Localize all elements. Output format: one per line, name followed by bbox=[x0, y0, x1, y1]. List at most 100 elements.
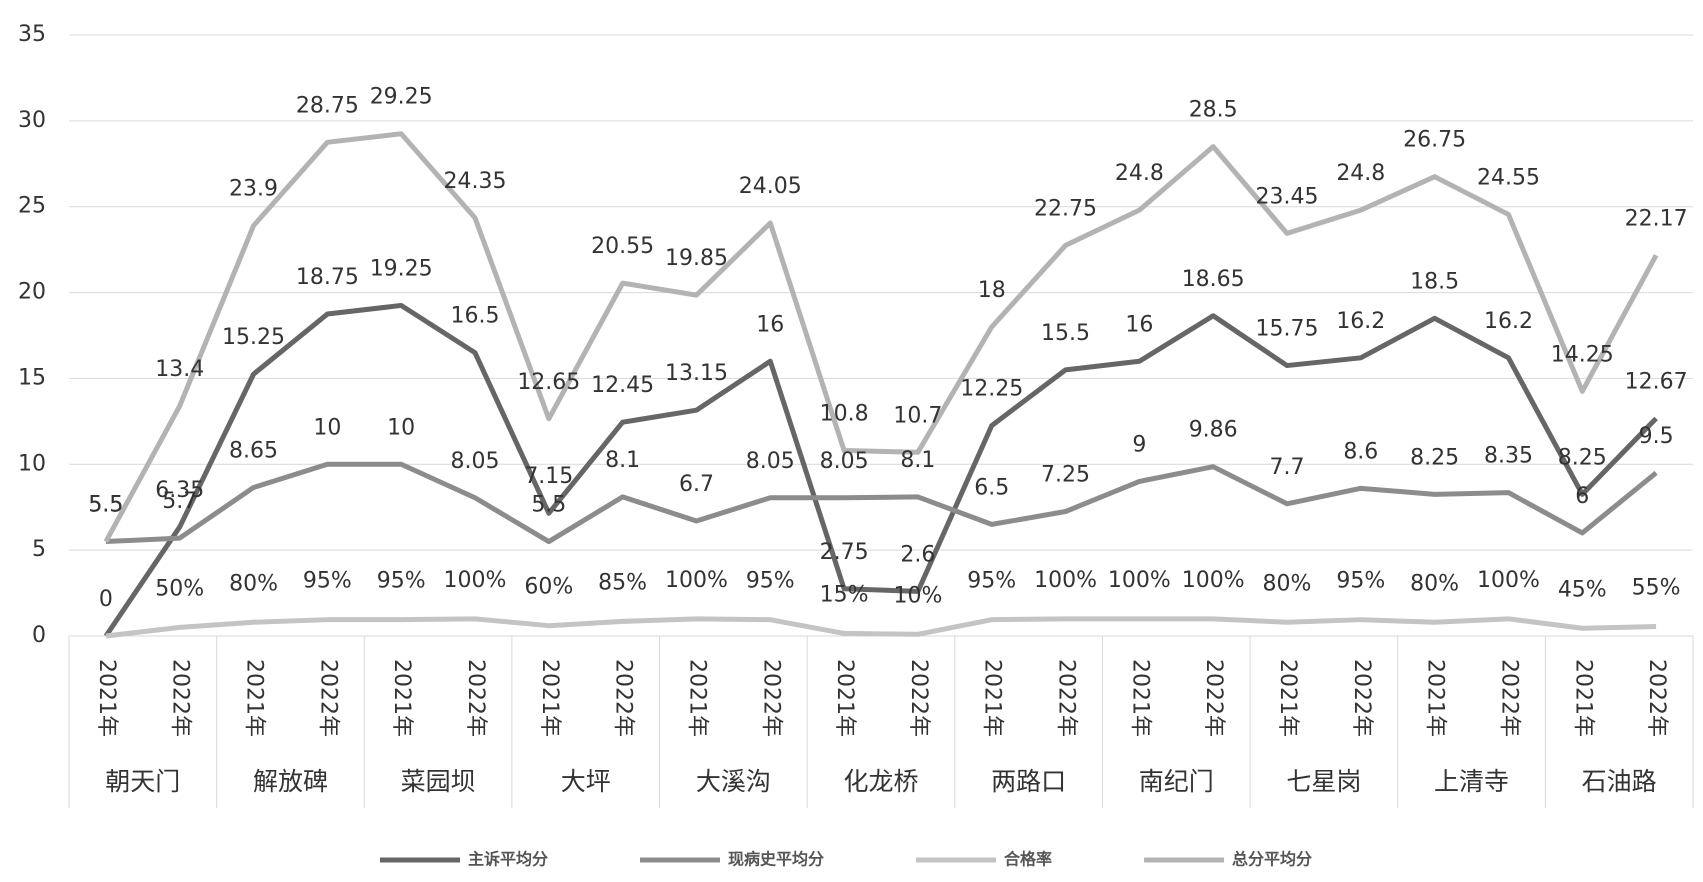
y-tick-label: 20 bbox=[18, 280, 46, 305]
x-tick-label: 2022年 bbox=[611, 659, 636, 737]
x-tick-label: 2022年 bbox=[463, 659, 488, 737]
data-label: 28.75 bbox=[296, 93, 359, 118]
data-label: 100% bbox=[444, 568, 507, 593]
y-tick-label: 25 bbox=[18, 194, 46, 219]
x-tick-label: 2022年 bbox=[1496, 659, 1521, 737]
group-label: 两路口 bbox=[991, 767, 1066, 796]
data-label: 8.05 bbox=[746, 449, 795, 474]
data-label: 6.7 bbox=[679, 472, 714, 497]
data-label: 95% bbox=[303, 569, 352, 594]
data-label: 8.05 bbox=[451, 449, 500, 474]
data-label: 24.35 bbox=[444, 169, 507, 194]
x-tick-label: 2021年 bbox=[389, 659, 414, 737]
series-line bbox=[103, 131, 1659, 543]
x-tick-label: 2021年 bbox=[684, 659, 709, 737]
data-label: 9.86 bbox=[1189, 418, 1238, 443]
data-label: 24.8 bbox=[1336, 161, 1385, 186]
data-label: 13.15 bbox=[665, 361, 728, 386]
data-label: 10 bbox=[313, 415, 341, 440]
x-tick-label: 2022年 bbox=[315, 659, 340, 737]
data-label: 24.8 bbox=[1115, 161, 1164, 186]
data-label: 100% bbox=[1034, 568, 1097, 593]
group-label: 大坪 bbox=[561, 767, 611, 796]
x-tick-label: 2021年 bbox=[537, 659, 562, 737]
data-label: 12.25 bbox=[960, 377, 1023, 402]
legend: 主诉平均分 现病史平均分 合格率 总分平均分 bbox=[380, 850, 1312, 869]
data-label: 20.55 bbox=[591, 234, 654, 259]
data-label: 6 bbox=[1575, 484, 1589, 509]
data-label: 9.5 bbox=[1639, 424, 1674, 449]
series-line bbox=[105, 616, 1657, 639]
data-label: 10 bbox=[387, 415, 415, 440]
data-label: 6.35 bbox=[155, 478, 204, 503]
data-label: 13.4 bbox=[155, 357, 204, 382]
x-tick-label: 2021年 bbox=[242, 659, 267, 737]
y-tick-label: 35 bbox=[18, 22, 46, 47]
y-tick-label: 0 bbox=[32, 623, 46, 648]
x-tick-label: 2022年 bbox=[906, 659, 931, 737]
data-label: 7.25 bbox=[1041, 463, 1090, 488]
x-tick-label: 2021年 bbox=[1275, 659, 1300, 737]
group-label: 菜园坝 bbox=[401, 767, 476, 796]
data-label: 16 bbox=[756, 312, 784, 337]
data-label: 50% bbox=[155, 576, 204, 601]
data-label: 15.25 bbox=[222, 325, 285, 350]
data-label: 80% bbox=[1410, 571, 1459, 596]
legend-label: 总分平均分 bbox=[1232, 850, 1312, 869]
data-label: 85% bbox=[598, 570, 647, 595]
data-label: 80% bbox=[1263, 571, 1312, 596]
data-label: 19.25 bbox=[370, 256, 433, 281]
data-label: 16 bbox=[1125, 312, 1153, 337]
data-label: 12.45 bbox=[591, 373, 654, 398]
x-tick-label: 2021年 bbox=[832, 659, 857, 737]
group-label: 上清寺 bbox=[1434, 767, 1509, 796]
data-label: 15.5 bbox=[1041, 321, 1090, 346]
data-label: 16.2 bbox=[1484, 309, 1533, 334]
data-label: 95% bbox=[1336, 569, 1385, 594]
y-tick-label: 30 bbox=[18, 108, 46, 133]
x-tick-label: 2022年 bbox=[1201, 659, 1226, 737]
x-tick-label: 2021年 bbox=[1127, 659, 1152, 737]
x-tick-label: 2021年 bbox=[980, 659, 1005, 737]
data-label: 19.85 bbox=[665, 246, 728, 271]
data-label: 7.15 bbox=[524, 464, 573, 489]
data-label: 15% bbox=[820, 582, 869, 607]
data-label: 5.5 bbox=[88, 493, 123, 518]
x-tick-label: 2022年 bbox=[1349, 659, 1374, 737]
group-label: 南纪门 bbox=[1139, 767, 1214, 796]
data-label: 18.75 bbox=[296, 265, 359, 290]
data-label: 10% bbox=[893, 583, 942, 608]
data-label: 5.7 bbox=[162, 489, 197, 514]
data-label: 8.25 bbox=[1410, 445, 1459, 470]
data-label: 100% bbox=[1182, 568, 1245, 593]
x-tick-label: 2021年 bbox=[1570, 659, 1595, 737]
data-label: 14.25 bbox=[1551, 342, 1614, 367]
data-label: 45% bbox=[1558, 577, 1607, 602]
data-label: 22.17 bbox=[1625, 206, 1688, 231]
legend-label: 合格率 bbox=[1004, 850, 1052, 869]
data-label: 55% bbox=[1632, 576, 1681, 601]
data-label: 8.1 bbox=[605, 448, 640, 473]
data-label: 10.8 bbox=[820, 402, 869, 427]
data-label: 8.25 bbox=[1558, 445, 1607, 470]
data-label: 8.65 bbox=[229, 438, 278, 463]
data-label: 28.5 bbox=[1189, 98, 1238, 123]
data-label: 8.6 bbox=[1343, 439, 1378, 464]
group-label: 七星岗 bbox=[1286, 767, 1361, 796]
data-label: 5.5 bbox=[88, 493, 123, 518]
data-label: 29.25 bbox=[370, 85, 433, 110]
data-label: 18.5 bbox=[1410, 269, 1459, 294]
data-label: 10.7 bbox=[893, 403, 942, 428]
data-label: 9 bbox=[1132, 432, 1146, 457]
data-label: 22.75 bbox=[1034, 196, 1097, 221]
group-label: 大溪沟 bbox=[696, 767, 771, 796]
group-label: 解放碑 bbox=[253, 767, 328, 796]
data-label: 24.05 bbox=[739, 174, 802, 199]
data-label: 7.7 bbox=[1270, 455, 1305, 480]
data-label: 2.75 bbox=[820, 540, 869, 565]
legend-label: 主诉平均分 bbox=[468, 850, 548, 869]
data-label: 16.5 bbox=[451, 304, 500, 329]
data-label: 100% bbox=[665, 568, 728, 593]
data-label: 23.9 bbox=[229, 177, 278, 202]
